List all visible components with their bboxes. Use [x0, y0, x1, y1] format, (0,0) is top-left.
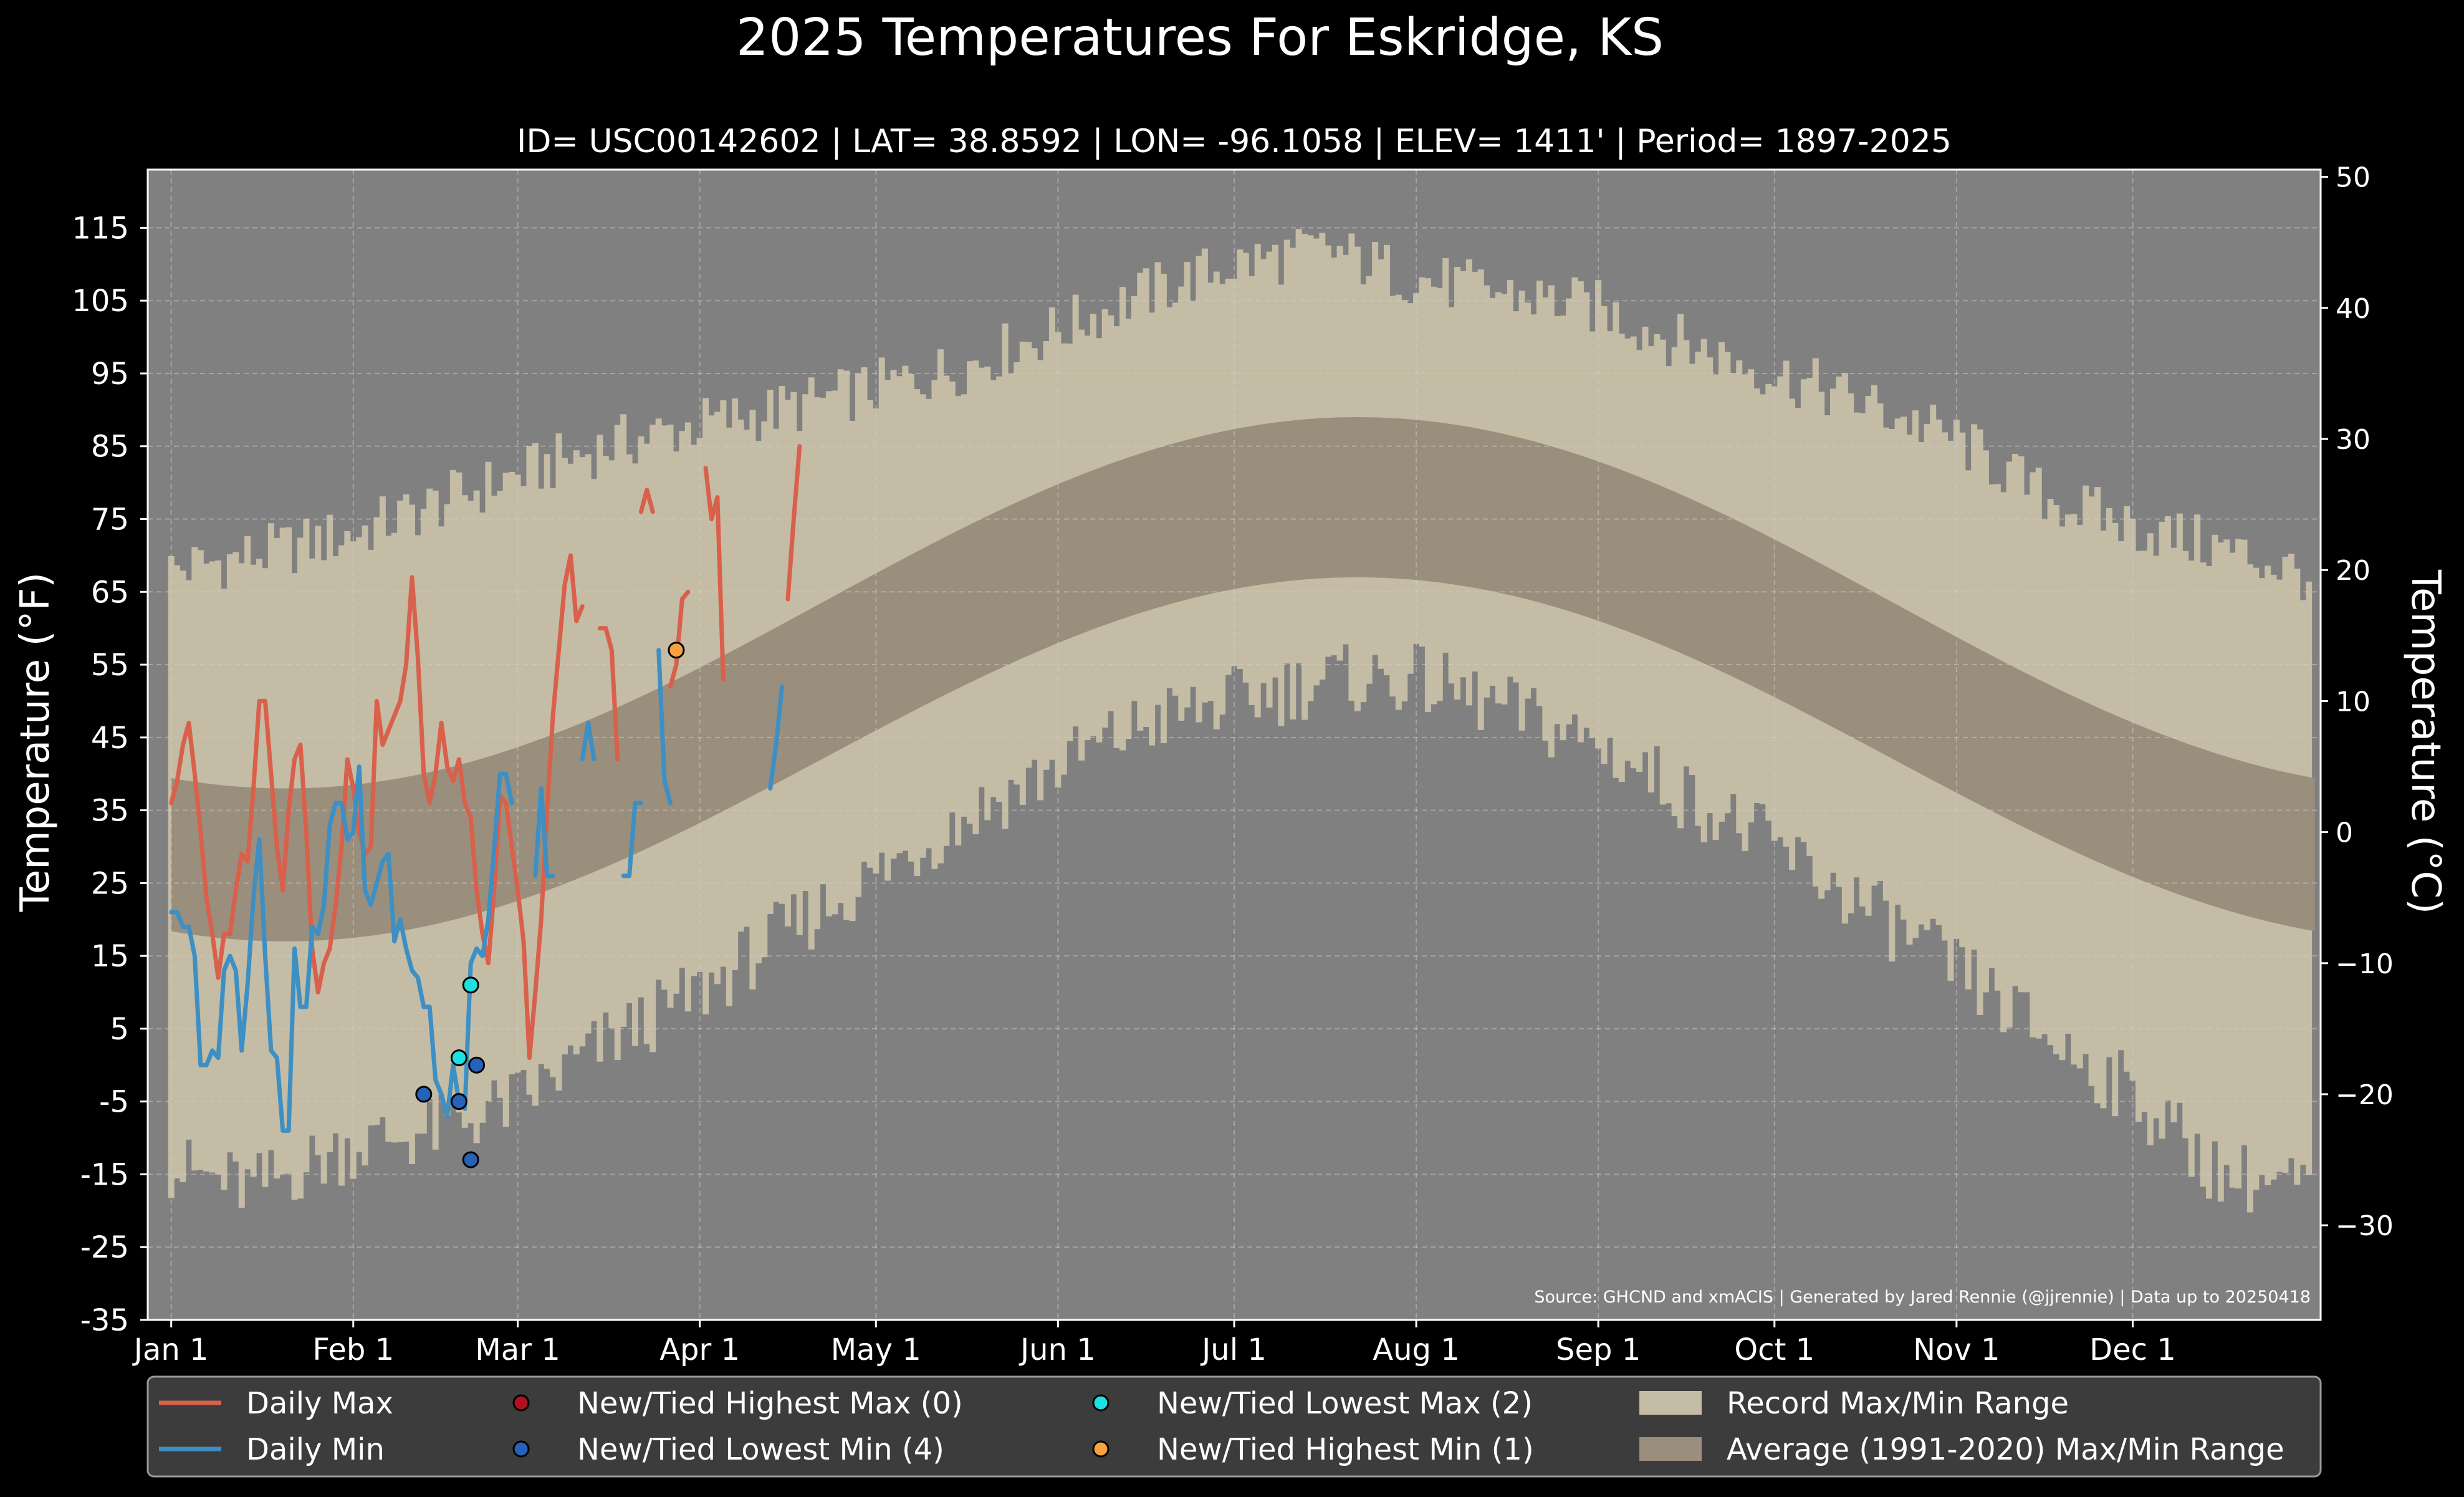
- y-tick-label-left: -5: [99, 1085, 129, 1120]
- legend: Daily Max Daily Min New/Tied Highest Max (…: [146, 1375, 2322, 1478]
- legend-label: Daily Max: [246, 1386, 393, 1421]
- plot-content: Source: GHCND and xmACIS | Generated by …: [148, 170, 2321, 1320]
- y-axis-left-label: Temperature (°F): [12, 572, 59, 913]
- y-tick-label-left: 65: [91, 575, 129, 610]
- chart-subtitle: ID= USC00142602 | LAT= 38.8592 | LON= -9…: [517, 123, 1952, 160]
- y-axis-left: -35 -25 -15 -5 5 15 25 35 45 55 65 75 85 95 105 115: [72, 211, 148, 1338]
- series-line-segment: [703, 466, 726, 681]
- y-tick-label-right: 30: [2336, 424, 2371, 456]
- y-tick-label-left: 95: [91, 357, 129, 392]
- series-line-segment: [785, 444, 802, 602]
- series-line-segment: [597, 626, 620, 762]
- record-marker: [450, 1093, 467, 1110]
- x-tick-label: Sep 1: [1556, 1332, 1641, 1367]
- x-tick-label: Jul 1: [1200, 1332, 1267, 1367]
- y-tick-label-right: 0: [2336, 817, 2353, 849]
- legend-label: New/Tied Lowest Min (4): [577, 1432, 944, 1467]
- legend-swatch-dot: [1092, 1440, 1110, 1458]
- record-marker: [462, 976, 479, 994]
- record-marker: [415, 1085, 433, 1103]
- legend-label: New/Tied Highest Max (0): [577, 1386, 963, 1421]
- y-tick-label-right: −30: [2336, 1210, 2394, 1242]
- record-marker: [468, 1056, 486, 1074]
- y-tick-label-right: 20: [2336, 555, 2371, 587]
- x-tick-label: Dec 1: [2089, 1332, 2176, 1367]
- y-tick-label-right: 50: [2336, 162, 2371, 194]
- y-tick-label-right: −10: [2336, 948, 2394, 980]
- x-tick-label: Apr 1: [659, 1332, 740, 1367]
- series-line-segment: [169, 764, 514, 1133]
- legend-label: New/Tied Highest Min (1): [1157, 1432, 1534, 1467]
- y-tick-label-left: -35: [80, 1303, 129, 1338]
- grid: [148, 170, 2321, 1320]
- x-tick-label: Jun 1: [1019, 1332, 1096, 1367]
- y-tick-label-left: -15: [80, 1157, 129, 1192]
- y-tick-label-left: 55: [91, 648, 129, 683]
- series-daily-max: [169, 444, 802, 1061]
- record-marker: [668, 642, 685, 659]
- y-tick-label-left: 25: [91, 866, 129, 901]
- legend-swatch-dot: [512, 1440, 530, 1458]
- series-daily-min: [169, 648, 785, 1133]
- y-tick-label-left: 15: [91, 939, 129, 974]
- legend-label: Record Max/Min Range: [1727, 1386, 2069, 1421]
- record-markers: [450, 976, 479, 1067]
- record-markers: [415, 1056, 486, 1168]
- chart-title: 2025 Temperatures For Eskridge, KS: [736, 8, 1664, 67]
- y-tick-label-right: 40: [2336, 293, 2371, 325]
- y-tick-label-left: 115: [72, 211, 129, 246]
- series-line-segment: [768, 684, 785, 791]
- x-tick-label: May 1: [831, 1332, 921, 1367]
- x-tick-label: Oct 1: [1734, 1332, 1814, 1367]
- legend-swatch-box: [1639, 1391, 1702, 1415]
- y-tick-label-right: −20: [2336, 1079, 2394, 1111]
- normal-range-area: [171, 417, 2315, 941]
- legend-box: [146, 1375, 2322, 1478]
- record-markers: [668, 642, 685, 659]
- x-tick-label: Nov 1: [1913, 1332, 2000, 1367]
- legend-swatch-dot: [1092, 1394, 1110, 1412]
- legend-swatch-box: [1639, 1437, 1702, 1461]
- legend-label: Average (1991-2020) Max/Min Range: [1727, 1432, 2284, 1467]
- x-tick-label: Mar 1: [475, 1332, 560, 1367]
- legend-swatch-dot: [512, 1394, 530, 1412]
- y-tick-label-left: 105: [72, 284, 129, 319]
- y-tick-label-left: 45: [91, 721, 129, 756]
- series-line-segment: [668, 589, 691, 689]
- legend-label: New/Tied Lowest Max (2): [1157, 1386, 1533, 1421]
- y-tick-label-left: 75: [91, 503, 129, 537]
- y-axis-right-label: Temperature (°C): [2402, 569, 2448, 914]
- x-tick-label: Feb 1: [312, 1332, 394, 1367]
- series-line-segment: [533, 786, 555, 878]
- y-tick-label-right: 10: [2336, 686, 2371, 718]
- plot-area: Source: GHCND and xmACIS | Generated by …: [146, 168, 2322, 1321]
- record-marker: [462, 1151, 479, 1168]
- series-line-segment: [638, 488, 655, 514]
- normal-range-band: [171, 417, 2315, 941]
- x-tick-label: Aug 1: [1373, 1332, 1460, 1367]
- series-line-segment: [656, 648, 673, 806]
- record-marker: [450, 1049, 467, 1067]
- y-tick-label-left: -25: [80, 1230, 129, 1265]
- x-tick-label: Jan 1: [132, 1332, 209, 1367]
- series-line-segment: [169, 553, 585, 1061]
- y-tick-label-left: 85: [91, 430, 129, 465]
- series-line-segment: [621, 801, 643, 878]
- y-tick-label-left: 5: [110, 1012, 129, 1047]
- y-tick-label-left: 35: [91, 794, 129, 829]
- legend-label: Daily Min: [246, 1432, 385, 1467]
- y-axis-right: −30 −20 −10 0 10 20 30 40 50: [2321, 162, 2394, 1242]
- source-note: Source: GHCND and xmACIS | Generated by …: [1534, 1288, 2311, 1307]
- series-line-segment: [580, 720, 597, 762]
- x-axis: Jan 1 Feb 1 Mar 1 Apr 1 May 1 Jun 1 Jul 1 Aug 1…: [132, 1320, 2176, 1367]
